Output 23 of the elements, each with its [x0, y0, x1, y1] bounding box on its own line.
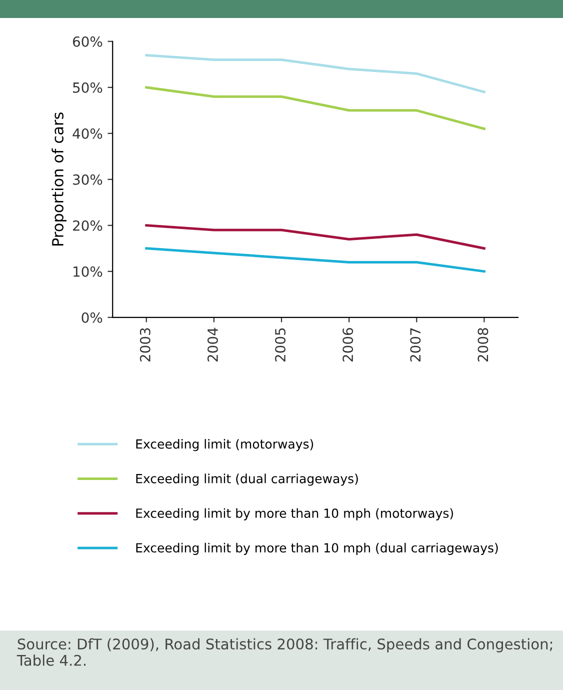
- line-series: [145, 86, 486, 130]
- x-tick-label: 2006: [342, 328, 354, 362]
- legend-label: Exceeding limit (motorways): [136, 439, 314, 452]
- y-tick-label: 60%: [72, 36, 102, 47]
- line-series: [145, 224, 486, 250]
- legend-label: Exceeding limit (dual carriageways): [136, 474, 358, 486]
- y-axis-title: Proportion of cars: [52, 112, 66, 246]
- legend-label: Exceeding limit by more than 10 mph (dual carriageways): [136, 542, 498, 555]
- y-tick-label: 50%: [73, 82, 102, 93]
- y-tick-label: 20%: [73, 220, 102, 231]
- x-tick-label: 2008: [478, 328, 488, 362]
- y-tick-label: 10%: [74, 266, 102, 277]
- legend-label: Exceeding limit by more than 10 mph (motorways): [136, 508, 453, 520]
- y-tick-label: 0%: [82, 312, 102, 323]
- y-tick-label: 40%: [72, 128, 102, 139]
- line-series: [145, 247, 486, 273]
- x-tick-label: 2007: [410, 328, 421, 362]
- line-series: [145, 54, 486, 94]
- x-tick-label: 2005: [275, 328, 286, 362]
- x-tick-label: 2004: [207, 328, 218, 362]
- y-tick-label: 30%: [73, 174, 102, 185]
- source-note: Source: DfT (2009), Road Statistics 2008: Traffic, Speeds and Congestion; Table 4.2.: [16, 638, 552, 666]
- x-tick-label: 2003: [140, 328, 150, 362]
